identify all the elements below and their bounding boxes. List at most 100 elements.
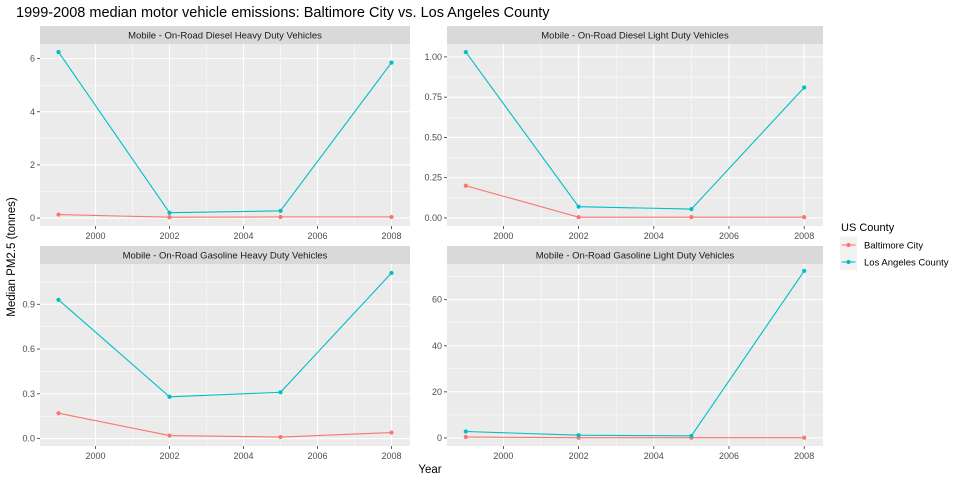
data-point-baltimore-city: [278, 434, 283, 440]
facet-strip: [447, 246, 823, 264]
series-line-los-angeles-county: [465, 270, 805, 437]
facet-panel-3: Mobile - On-Road Gasoline Heavy Duty Veh…: [22, 246, 410, 461]
x-tick-label: 2002: [159, 231, 179, 241]
facet-strip: [40, 246, 410, 264]
x-tick-label: 2000: [493, 451, 513, 461]
x-tick-label: 2006: [719, 451, 739, 461]
y-tick-label: 0.6: [22, 344, 35, 354]
series-line-baltimore-city: [465, 436, 805, 439]
y-tick-label: 0: [437, 433, 442, 443]
y-tick-label: 0: [30, 213, 35, 223]
data-point-los-angeles-county: [802, 85, 807, 90]
legend-point-baltimore-city: [846, 242, 851, 248]
gridlines: [40, 264, 410, 446]
y-tick-label: 0.3: [22, 389, 35, 399]
y-tick-label: 0.25: [424, 173, 442, 183]
legend-label-los-angeles-county: Los Angeles County: [864, 258, 949, 269]
x-tick-label: 2002: [159, 451, 179, 461]
data-point-baltimore-city: [278, 214, 283, 220]
data-point-baltimore-city: [389, 214, 394, 220]
x-tick-label: 2008: [381, 231, 401, 241]
x-tick-label: 2008: [794, 231, 814, 241]
legend-point-los-angeles-county: [846, 259, 851, 265]
legend-label-baltimore-city: Baltimore City: [864, 241, 923, 252]
y-tick-label: 0.50: [424, 132, 442, 142]
x-tick-label: 2000: [85, 451, 105, 461]
x-tick-label: 2004: [233, 231, 253, 241]
data-point-los-angeles-county: [389, 270, 394, 276]
y-tick-label: 1.00: [424, 52, 442, 62]
data-point-baltimore-city: [389, 430, 394, 435]
panel-background: [40, 44, 410, 226]
facet-strip-label: Mobile - On-Road Diesel Heavy Duty Vehic…: [128, 31, 322, 42]
y-tick-label: 4: [30, 107, 35, 117]
series-line-los-angeles-county: [465, 51, 805, 210]
facet-panel-4: Mobile - On-Road Gasoline Light Duty Veh…: [432, 246, 823, 461]
data-point-los-angeles-county: [463, 49, 468, 55]
data-point-baltimore-city: [463, 434, 468, 440]
data-point-los-angeles-county: [576, 204, 581, 209]
y-tick-label: 0.0: [22, 434, 35, 444]
data-point-baltimore-city: [167, 433, 172, 438]
data-point-los-angeles-county: [167, 210, 172, 215]
data-point-los-angeles-county: [389, 60, 394, 65]
y-tick-label: 20: [432, 387, 442, 397]
facet-panel-2: Mobile - On-Road Diesel Light Duty Vehic…: [424, 26, 823, 241]
series-line-los-angeles-county: [58, 272, 392, 398]
panel-background: [40, 264, 410, 446]
y-tick-label: 6: [30, 54, 35, 64]
gridlines: [40, 44, 410, 226]
y-axis-title: Median PM2.5 (tonnes): [6, 197, 18, 317]
x-axis-title: Year: [418, 464, 441, 476]
series-line-baltimore-city: [58, 214, 392, 218]
data-point-los-angeles-county: [56, 297, 61, 302]
data-point-baltimore-city: [576, 215, 581, 220]
data-point-baltimore-city: [56, 212, 61, 217]
chart-title: 1999-2008 median motor vehicle emissions…: [16, 5, 550, 21]
facet-strip-label: Mobile - On-Road Gasoline Heavy Duty Veh…: [123, 251, 328, 262]
x-tick-label: 2008: [381, 451, 401, 461]
data-point-baltimore-city: [167, 215, 172, 220]
x-tick-label: 2006: [307, 451, 327, 461]
x-tick-label: 2004: [233, 451, 253, 461]
x-tick-label: 2006: [307, 231, 327, 241]
x-tick-label: 2006: [719, 231, 739, 241]
facet-strip: [40, 26, 410, 44]
x-tick-label: 2004: [644, 231, 664, 241]
y-tick-label: 0.75: [424, 92, 442, 102]
data-point-los-angeles-county: [278, 390, 283, 395]
panel-background: [447, 264, 823, 446]
data-point-los-angeles-county: [802, 268, 807, 274]
y-tick-label: 60: [432, 295, 442, 305]
data-point-baltimore-city: [689, 215, 694, 220]
y-tick-label: 2: [30, 160, 35, 170]
x-tick-label: 2000: [85, 231, 105, 241]
x-tick-label: 2002: [569, 451, 589, 461]
series-line-los-angeles-county: [58, 51, 392, 214]
data-point-los-angeles-county: [463, 429, 468, 434]
data-point-los-angeles-county: [576, 433, 581, 438]
series-line-baltimore-city: [58, 412, 392, 438]
legend: US County Baltimore City Los Angeles Coun…: [840, 222, 949, 271]
data-point-baltimore-city: [463, 183, 468, 188]
x-tick-label: 2004: [644, 451, 664, 461]
y-tick-label: 0.9: [22, 299, 35, 309]
data-point-los-angeles-county: [689, 433, 694, 438]
data-point-baltimore-city: [56, 411, 61, 416]
data-point-baltimore-city: [802, 215, 807, 220]
legend-title: US County: [841, 222, 895, 234]
data-point-los-angeles-county: [56, 49, 61, 55]
facet-strip-label: Mobile - On-Road Diesel Light Duty Vehic…: [541, 31, 729, 42]
data-point-baltimore-city: [802, 435, 807, 440]
x-tick-label: 2002: [569, 231, 589, 241]
facet-panels: Mobile - On-Road Diesel Heavy Duty Vehic…: [22, 26, 823, 461]
data-point-los-angeles-county: [689, 206, 694, 212]
x-tick-label: 2008: [794, 451, 814, 461]
x-tick-label: 2000: [493, 231, 513, 241]
facet-strip: [447, 26, 823, 44]
y-tick-label: 40: [432, 341, 442, 351]
data-point-los-angeles-county: [278, 208, 283, 213]
series-line-baltimore-city: [465, 185, 805, 218]
data-point-los-angeles-county: [167, 394, 172, 399]
